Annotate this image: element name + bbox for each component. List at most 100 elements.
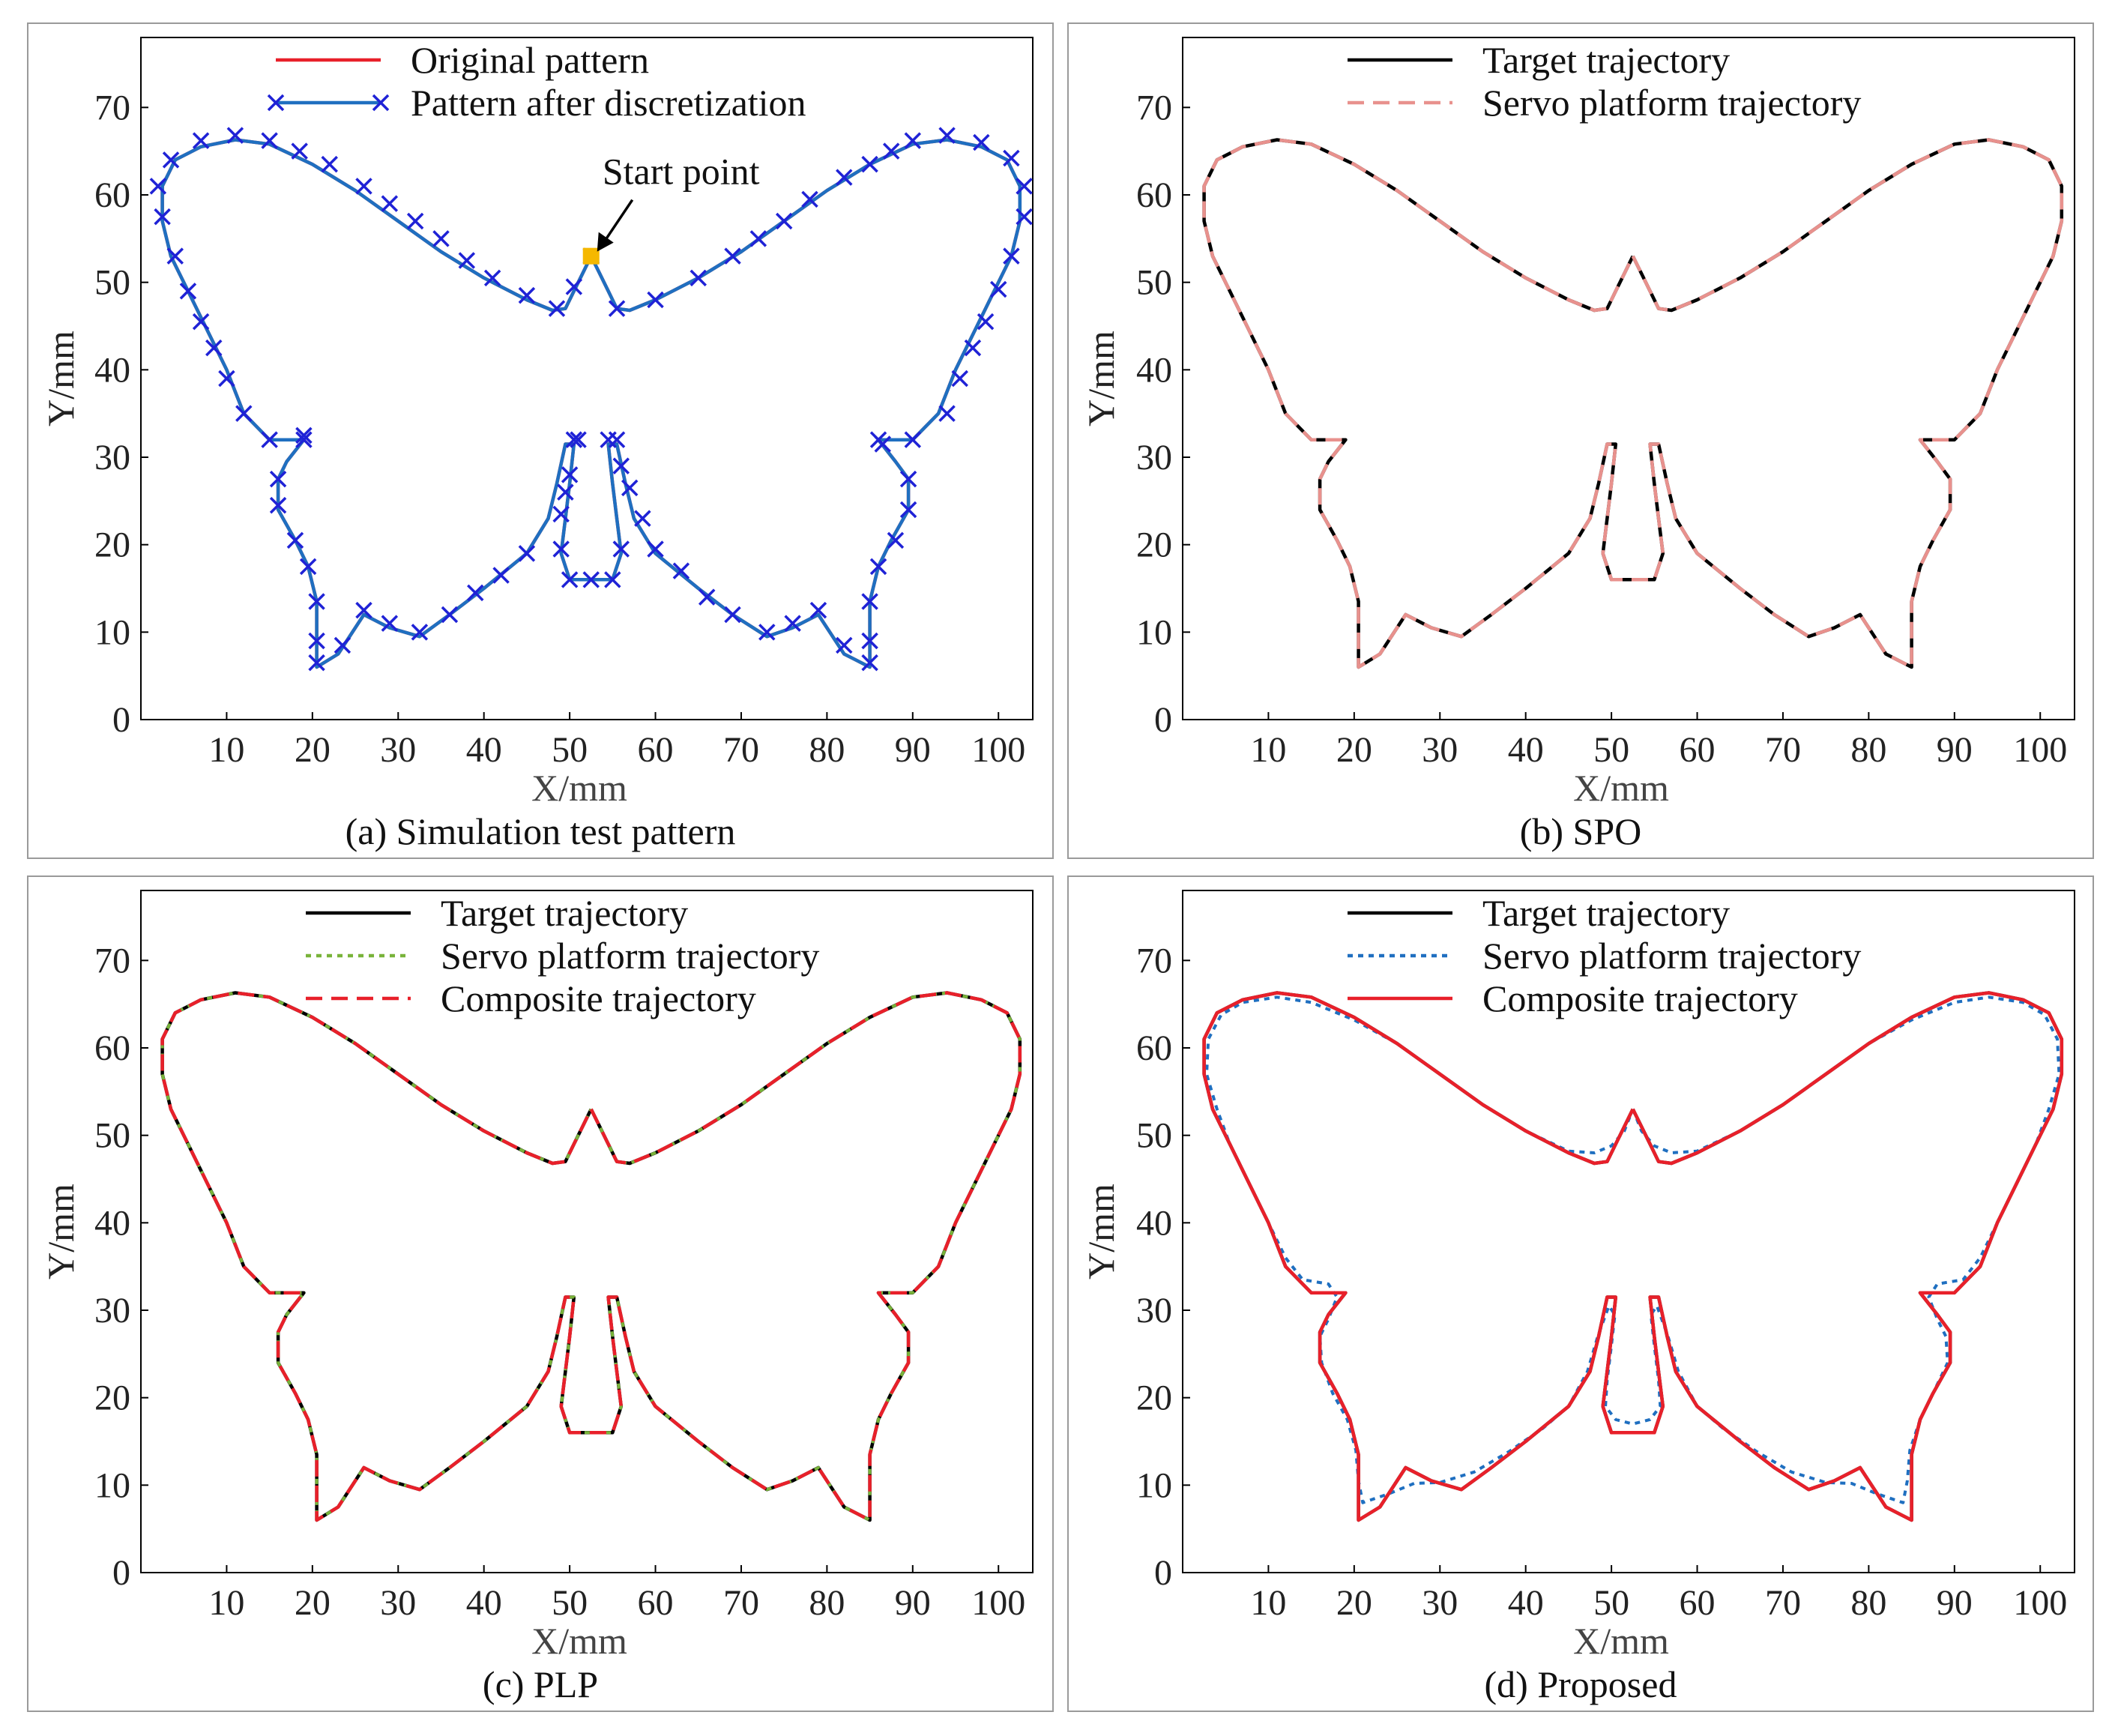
- x-tick-label: 10: [208, 730, 244, 770]
- legend-label: Pattern after discretization: [411, 82, 806, 124]
- plot-area-d: [1182, 890, 2075, 1573]
- legend-label: Composite trajectory: [441, 977, 756, 1019]
- y-tick-label: 30: [1136, 1291, 1172, 1330]
- x-tick-label: 90: [895, 730, 931, 770]
- data-point-marker: [295, 427, 313, 444]
- data-point-marker: [1016, 208, 1033, 226]
- data-point-marker: [291, 142, 308, 160]
- data-point-marker: [308, 632, 325, 650]
- x-axis-label: X/mm: [531, 1620, 627, 1662]
- x-tick-label: 90: [1937, 730, 1973, 770]
- x-tick-label: 30: [1422, 1583, 1458, 1623]
- data-point-marker: [570, 431, 587, 448]
- data-point-marker: [861, 654, 878, 672]
- data-point-marker: [565, 278, 583, 295]
- x-axis-label: X/mm: [1573, 767, 1669, 809]
- y-tick-label: 20: [94, 1378, 130, 1418]
- data-point-marker: [874, 435, 891, 453]
- data-point-marker: [411, 624, 429, 641]
- data-point-marker: [162, 151, 180, 169]
- x-tick-label: 80: [1850, 1583, 1886, 1623]
- data-point-marker: [269, 470, 287, 488]
- data-point-marker: [600, 431, 617, 448]
- data-point-marker: [836, 169, 853, 186]
- x-tick-label: 40: [466, 1583, 502, 1623]
- chart-panel-c: 10 20 30 40 50 60 70 80 90 100 0 10 20 30 40 50 60 70 X/mm…: [40, 890, 1034, 1705]
- x-tick-label: 10: [208, 1583, 244, 1623]
- data-point-marker: [334, 636, 352, 654]
- data-point-marker: [518, 545, 536, 562]
- legend-label: Target trajectory: [1482, 892, 1730, 934]
- data-point-marker: [308, 593, 325, 610]
- data-point-marker: [467, 584, 484, 602]
- y-tick-label: 20: [94, 525, 130, 565]
- x-tick-label: 40: [1508, 1583, 1544, 1623]
- y-tick-label: 50: [94, 1116, 130, 1156]
- series-line-1: [1202, 138, 2064, 669]
- data-point-marker: [904, 132, 922, 149]
- data-point-marker: [775, 212, 793, 230]
- data-point-marker: [432, 230, 450, 247]
- data-point-marker: [861, 155, 878, 173]
- data-point-marker: [381, 615, 399, 632]
- data-point-marker: [381, 195, 399, 212]
- x-tick-label: 40: [1508, 730, 1544, 770]
- y-tick-label: 30: [94, 1291, 130, 1330]
- x-tick-label: 70: [723, 1583, 759, 1623]
- data-point-marker: [698, 588, 716, 606]
- y-tick-label: 10: [1136, 612, 1172, 652]
- chart-panel-a: 10 20 30 40 50 60 70 80 90 100 0 10 20 30 40 50 60 70 X/mm…: [40, 37, 1034, 852]
- data-point-marker: [561, 571, 579, 588]
- data-point-marker: [557, 483, 574, 501]
- x-axis-label: X/mm: [531, 767, 627, 809]
- y-tick-label: 40: [94, 350, 130, 390]
- data-point-marker: [154, 208, 171, 226]
- y-tick-label: 60: [94, 175, 130, 215]
- y-tick-label: 60: [94, 1028, 130, 1068]
- y-tick-label: 40: [1136, 1203, 1172, 1243]
- series-line-1: [160, 991, 1022, 1522]
- data-point-marker: [355, 601, 372, 619]
- data-point-marker: [690, 269, 707, 287]
- data-point-marker: [899, 470, 917, 488]
- data-point-marker: [724, 247, 741, 265]
- x-axis-label: X/mm: [1573, 1620, 1669, 1662]
- data-point-marker: [261, 132, 278, 149]
- x-tick-label: 60: [1680, 1583, 1716, 1623]
- series-line-1: [160, 138, 1022, 669]
- legend-marker: [267, 94, 285, 112]
- y-tick-label: 0: [112, 700, 130, 740]
- y-tick-label: 60: [1136, 175, 1172, 215]
- plot-area-b: [1182, 37, 2075, 720]
- chart-panel-b: 10 20 30 40 50 60 70 80 90 100 0 10 20 30 40 50 60 70 X/mm…: [1080, 37, 2075, 852]
- data-point-marker: [899, 501, 917, 519]
- data-point-marker: [951, 370, 968, 388]
- data-point-marker: [1003, 149, 1020, 167]
- x-tick-label: 20: [295, 1583, 331, 1623]
- y-tick-label: 10: [94, 612, 130, 652]
- x-tick-label: 80: [809, 730, 845, 770]
- data-point-marker: [582, 571, 600, 588]
- x-tick-label: 20: [1336, 730, 1372, 770]
- x-tick-label: 70: [1765, 1583, 1801, 1623]
- y-tick-label: 70: [94, 941, 130, 980]
- data-point-marker: [938, 127, 956, 144]
- data-point-marker: [205, 339, 223, 357]
- y-tick-label: 50: [94, 263, 130, 303]
- panel-caption: (b) SPO: [1520, 810, 1642, 852]
- data-point-marker: [861, 632, 878, 650]
- plot-area-c: [140, 890, 1034, 1573]
- x-tick-label: 50: [1593, 730, 1629, 770]
- data-point-marker: [973, 133, 990, 151]
- annotation-label: Start point: [603, 151, 760, 193]
- series-line-2: [1202, 991, 2064, 1522]
- x-tick-label: 40: [466, 730, 502, 770]
- data-point-marker: [647, 291, 664, 309]
- series-line-0: [1202, 991, 2064, 1522]
- x-tick-label: 50: [552, 730, 588, 770]
- data-point-marker: [565, 431, 583, 448]
- data-point-marker: [269, 496, 287, 514]
- y-tick-label: 50: [1136, 263, 1172, 303]
- data-point-marker: [321, 155, 338, 173]
